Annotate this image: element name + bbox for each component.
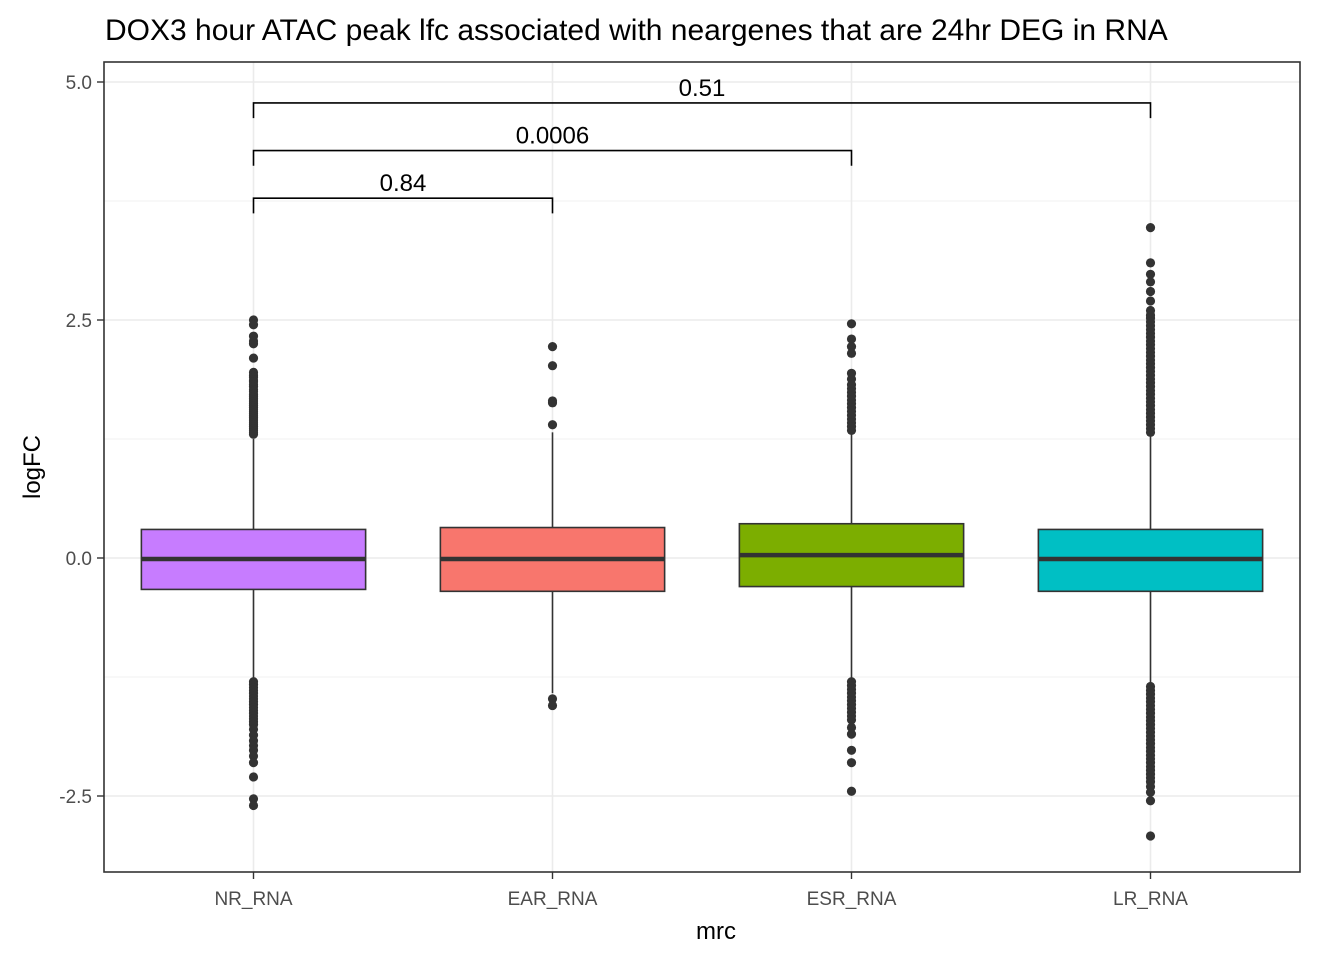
outlier-point	[547, 398, 558, 408]
x-tick-label: ESR_RNA	[807, 889, 897, 910]
chart-title: DOX3 hour ATAC peak lfc associated with …	[105, 14, 1168, 47]
outlier-point	[1145, 427, 1156, 437]
box-series	[140, 223, 1264, 841]
outlier-point	[846, 334, 857, 344]
box-nr-rna	[140, 315, 367, 811]
y-tick-label: -2.5	[59, 787, 92, 808]
y-tick-label: 5.0	[66, 73, 92, 94]
outlier-point	[248, 353, 259, 363]
grid-lines	[104, 62, 1300, 872]
outlier-point	[846, 786, 857, 796]
outlier-point	[846, 758, 857, 768]
outlier-point	[1145, 787, 1156, 797]
outlier-point	[547, 420, 558, 430]
outlier-point	[248, 429, 259, 439]
p-value-label: 0.0006	[516, 123, 589, 150]
outlier-point	[547, 342, 558, 352]
outlier-point	[846, 319, 857, 329]
bracket-nr-rna-vs-ear-rna: 0.84	[252, 170, 554, 214]
outlier-point	[846, 745, 857, 755]
outlier-point	[846, 348, 857, 358]
outlier-point	[248, 758, 259, 768]
outlier-point	[248, 800, 259, 811]
outlier-point	[846, 425, 857, 436]
outlier-point	[1145, 831, 1156, 841]
outlier-point	[1145, 223, 1156, 233]
y-tick-label: 0.0	[66, 549, 92, 570]
outlier-point	[1145, 296, 1156, 306]
p-value-label: 0.84	[380, 170, 427, 197]
outlier-point	[846, 729, 857, 739]
x-tick-label: EAR_RNA	[508, 889, 598, 910]
outlier-point	[1145, 277, 1156, 287]
bracket-nr-rna-vs-lr-rna: 0.51	[252, 75, 1152, 119]
panel-border	[103, 61, 1301, 873]
x-tick-label: LR_RNA	[1113, 889, 1188, 910]
outlier-point	[1145, 269, 1156, 279]
outlier-point	[547, 700, 558, 711]
box-ear-rna	[439, 342, 666, 711]
x-tick-label: NR_RNA	[214, 889, 292, 910]
bracket-line	[252, 102, 1152, 119]
outlier-point	[846, 715, 857, 725]
box-esr-rna	[738, 319, 965, 796]
axes: -2.5 0.0 2.5 5.0 NR_RNA EAR_RNA ESR_RNA LR_RNA	[59, 73, 1188, 910]
box-lr-rna	[1037, 223, 1264, 841]
bracket-nr-rna-vs-esr-rna: 0.0006	[252, 123, 853, 166]
significance-brackets: 0.84 0.0006 0.51	[252, 75, 1152, 214]
outlier-point	[1145, 286, 1156, 297]
outlier-point	[846, 722, 857, 733]
bracket-line	[252, 149, 853, 166]
bracket-line	[252, 197, 554, 214]
outlier-point	[248, 339, 259, 349]
outlier-point	[1145, 796, 1156, 806]
outlier-point	[547, 694, 558, 704]
outlier-point	[248, 794, 259, 804]
outlier-point	[248, 751, 259, 761]
outlier-point	[846, 342, 857, 352]
p-value-label: 0.51	[679, 75, 726, 102]
outlier-point	[547, 361, 558, 371]
outlier-point	[248, 772, 259, 782]
outlier-point	[1145, 258, 1156, 268]
y-tick-label: 2.5	[66, 311, 92, 332]
y-axis-title: logFC	[19, 435, 46, 499]
x-axis-title: mrc	[696, 918, 736, 945]
outlier-point	[248, 320, 259, 330]
